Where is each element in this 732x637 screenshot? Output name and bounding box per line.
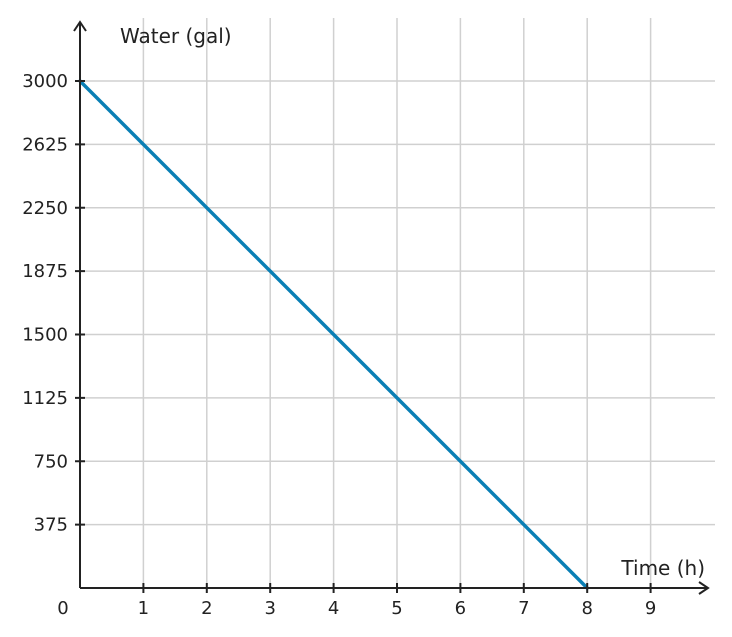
x-tick-label-1: 1 [138,598,149,619]
y-tick-label-375: 375 [34,515,68,536]
x-tick-label-4: 4 [328,598,339,619]
x-axis-arrow-icon [698,581,710,595]
origin-label: 0 [57,598,68,619]
series-line-0 [78,79,589,590]
x-tick-label-8: 8 [581,598,592,619]
x-tick-label-7: 7 [518,598,529,619]
x-axis-title: Time (h) [620,556,705,580]
grid [80,18,715,588]
y-tick-label-2250: 2250 [22,198,68,219]
x-tick-label-6: 6 [455,598,466,619]
x-tick-label-3: 3 [264,598,275,619]
y-tick-label-1500: 1500 [22,325,68,346]
y-tick-label-2625: 2625 [22,134,68,155]
x-tick-label-9: 9 [645,598,656,619]
x-tick-label-2: 2 [201,598,212,619]
y-axis-title: Water (gal) [120,24,232,48]
y-axis-arrow-icon [73,20,87,32]
axes [73,20,710,595]
y-tick-label-1125: 1125 [22,388,68,409]
y-tick-label-3000: 3000 [22,71,68,92]
series-layer [78,79,589,590]
y-tick-label-750: 750 [34,451,68,472]
ticks: 1 2 3 4 5 6 7 8 9 375 750 1125 1500 1875 2250 2625 3000 [22,71,656,619]
y-tick-label-1875: 1875 [22,261,68,282]
x-tick-label-5: 5 [391,598,402,619]
